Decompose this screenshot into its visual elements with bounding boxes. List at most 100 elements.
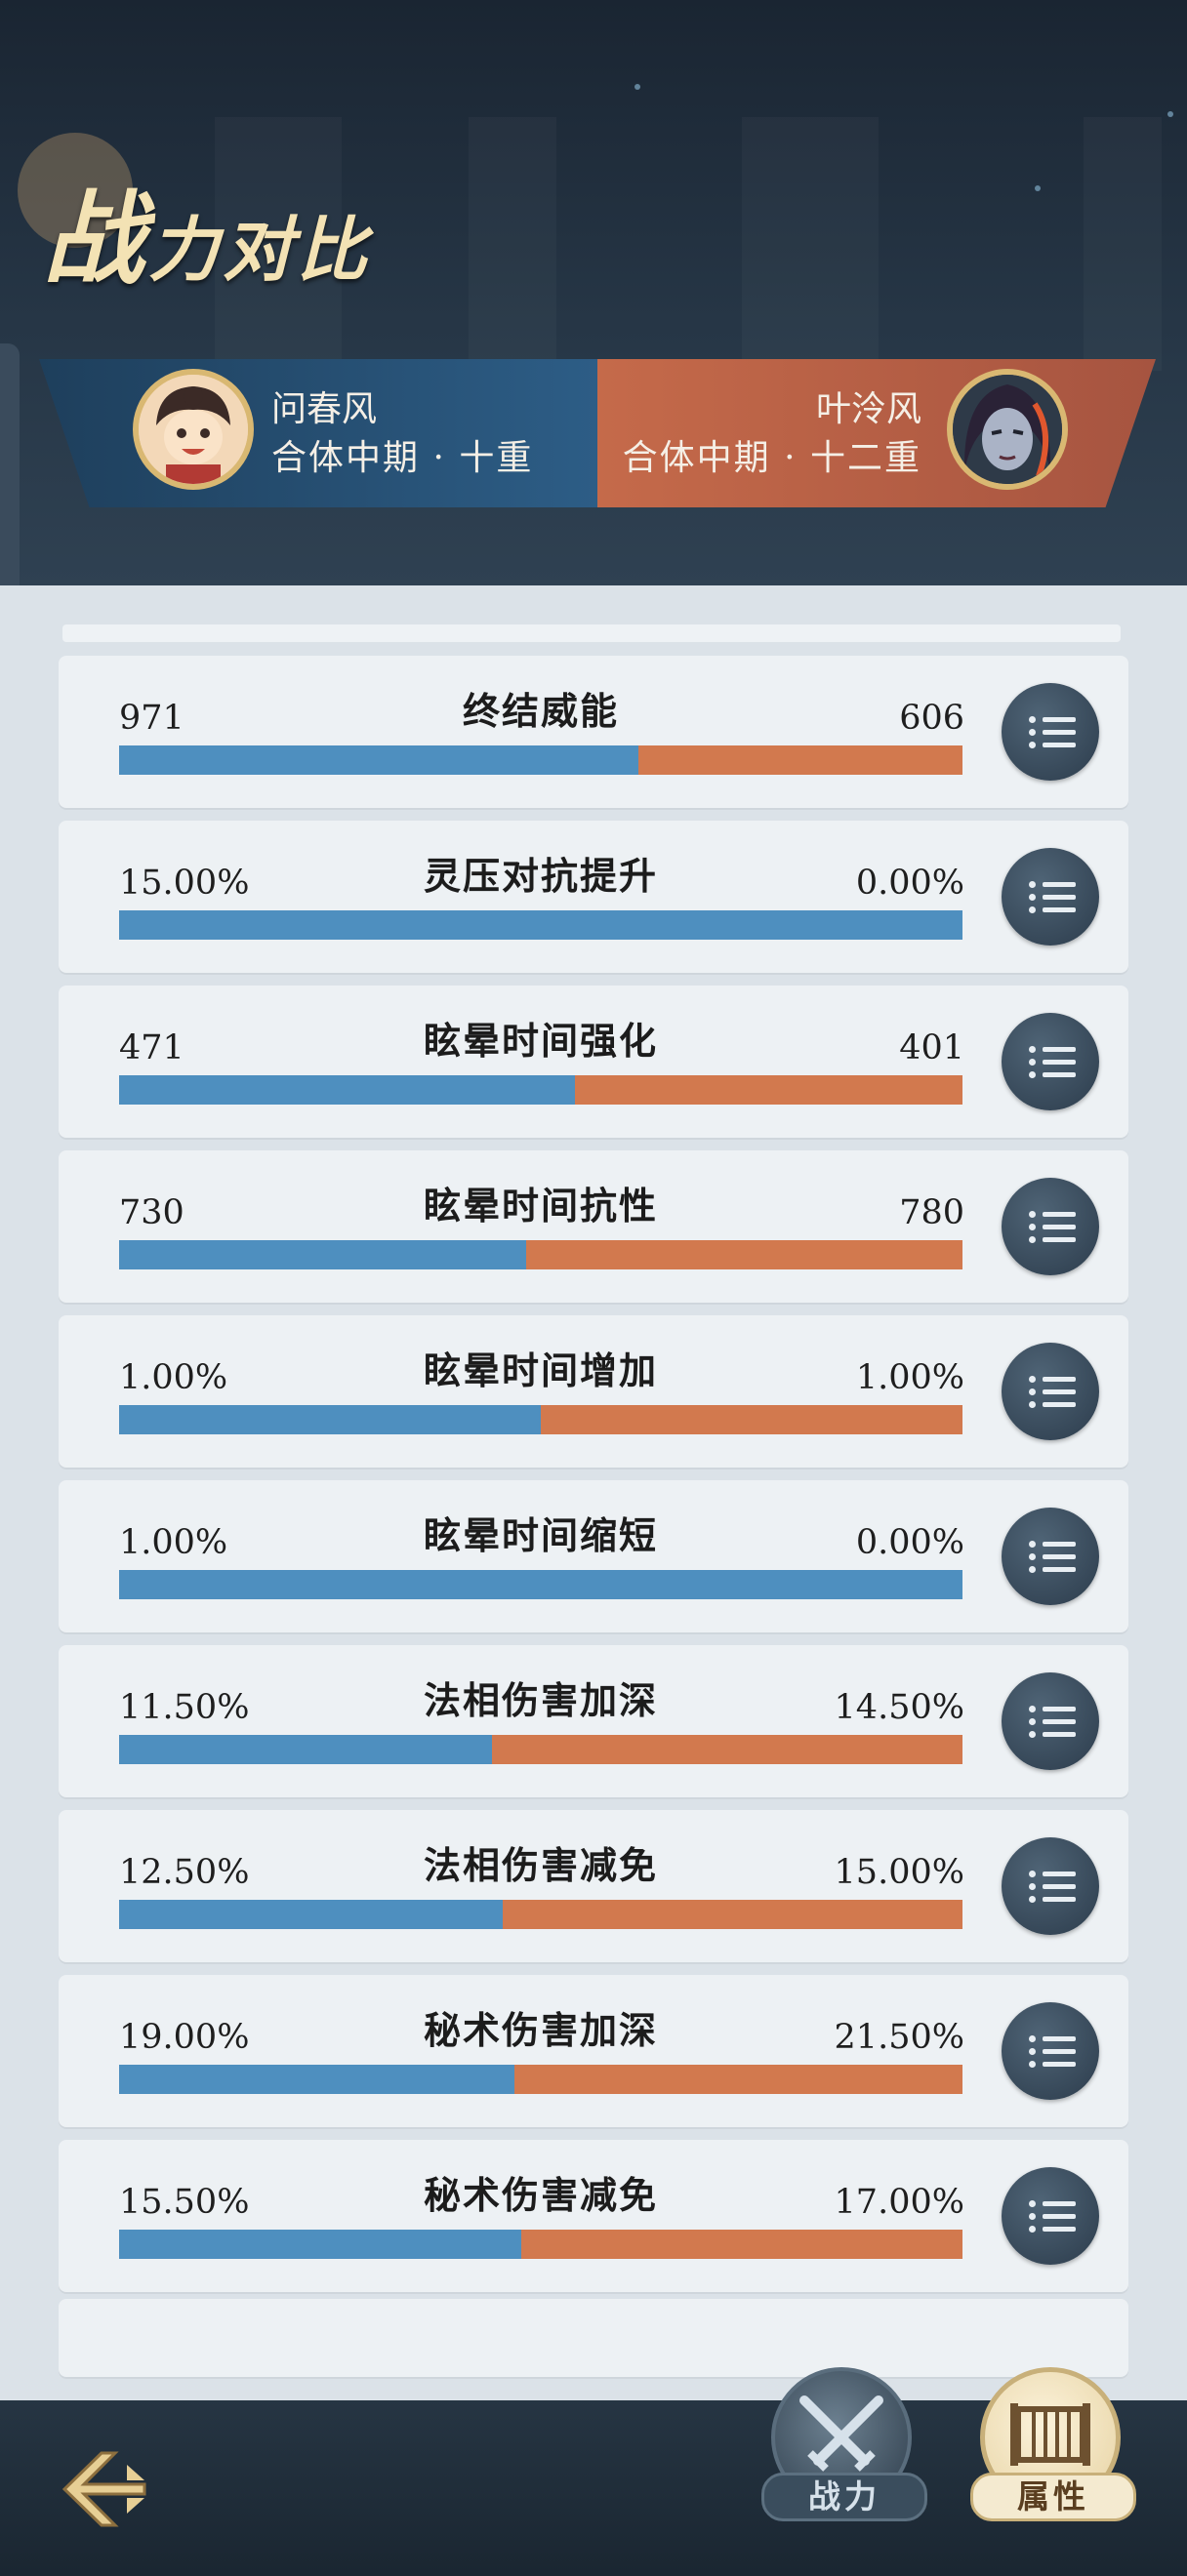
detail-list-button[interactable] — [1002, 1672, 1099, 1770]
list-icon-line — [1043, 1707, 1076, 1711]
left-share-fill — [119, 1735, 492, 1764]
detail-list-button[interactable] — [1002, 1837, 1099, 1935]
background-decor — [1084, 117, 1162, 371]
detail-list-button[interactable] — [1002, 2002, 1099, 2100]
list-icon-line — [1043, 1542, 1076, 1547]
stat-label: 秘术伤害加深 — [423, 2008, 658, 2052]
comparison-bar — [119, 2230, 962, 2259]
title-rest: 力对比 — [148, 208, 372, 291]
right-value: 15.00% — [834, 1853, 964, 1892]
left-value: 15.50% — [119, 2183, 250, 2222]
left-value: 1.00% — [119, 1523, 228, 1562]
list-icon-line — [1043, 2062, 1076, 2067]
detail-list-button[interactable] — [1002, 1343, 1099, 1440]
list-icon-line — [1043, 1060, 1076, 1065]
list-icon-line — [1043, 1567, 1076, 1572]
list-icon-dot — [1029, 2226, 1036, 2233]
list-icon-dot — [1029, 2213, 1036, 2220]
right-value: 0.00% — [855, 1523, 964, 1562]
detail-list-button[interactable] — [1002, 683, 1099, 781]
detail-list-button[interactable] — [1002, 848, 1099, 946]
stat-label: 眩晕时间缩短 — [423, 1513, 658, 1557]
stat-label: 终结威能 — [462, 689, 619, 733]
list-icon — [1029, 881, 1036, 888]
right-value: 401 — [899, 1028, 964, 1067]
list-icon-line — [1043, 1897, 1076, 1902]
comparison-bar — [119, 2065, 962, 2094]
left-share-fill — [119, 1075, 575, 1105]
list-icon-line — [1043, 1389, 1076, 1394]
attribute-tab-label[interactable]: 属性 — [970, 2473, 1136, 2521]
background-decor — [742, 117, 879, 371]
comparison-bar — [119, 1735, 962, 1764]
list-icon-dot — [1029, 1236, 1036, 1243]
comparison-row: 15.50% 秘术伤害减免 17.00% — [59, 2140, 1128, 2292]
list-icon-dot — [1029, 1071, 1036, 1078]
comparison-bar — [119, 1570, 962, 1599]
list-icon-line — [1043, 1047, 1076, 1052]
list-icon-dot — [1029, 1718, 1036, 1725]
comparison-row: 11.50% 法相伤害加深 14.50% — [59, 1645, 1128, 1797]
left-value: 19.00% — [119, 2018, 250, 2057]
list-icon — [1029, 1211, 1036, 1218]
back-button[interactable] — [51, 2435, 158, 2543]
background-decor — [469, 117, 556, 371]
list-icon-line — [1043, 1377, 1076, 1382]
detail-list-button[interactable] — [1002, 1508, 1099, 1605]
stat-label: 眩晕时间抗性 — [423, 1184, 658, 1228]
power-tab-label[interactable]: 战力 — [761, 2473, 927, 2521]
list-icon-dot — [1029, 1059, 1036, 1066]
left-share-fill — [119, 1405, 541, 1434]
right-avatar-face-icon — [953, 375, 1062, 484]
comparison-bar — [119, 1900, 962, 1929]
detail-list-button[interactable] — [1002, 2167, 1099, 2265]
right-value: 606 — [899, 699, 964, 738]
page-title: 战力对比 — [43, 156, 371, 303]
stat-label: 眩晕时间强化 — [423, 1019, 658, 1063]
list-icon-line — [1043, 1719, 1076, 1724]
stat-label: 灵压对抗提升 — [423, 854, 658, 898]
comparison-row: 1.00% 眩晕时间缩短 0.00% — [59, 1480, 1128, 1632]
right-value: 1.00% — [855, 1358, 964, 1397]
left-player-avatar[interactable] — [133, 369, 254, 490]
detail-list-button[interactable] — [1002, 1178, 1099, 1275]
comparison-bar — [119, 1240, 962, 1269]
left-value: 1.00% — [119, 1358, 228, 1397]
star-decor — [1167, 111, 1173, 117]
comparison-row: 1.00% 眩晕时间增加 1.00% — [59, 1315, 1128, 1468]
list-icon-line — [1043, 895, 1076, 900]
left-share-fill — [119, 2230, 522, 2259]
star-decor — [634, 84, 640, 90]
list-icon-dot — [1029, 1389, 1036, 1395]
list-icon-line — [1043, 1072, 1076, 1077]
list-icon-dot — [1029, 1731, 1036, 1738]
back-arrow-icon — [61, 2451, 146, 2527]
comparison-row: 12.50% 法相伤害减免 15.00% — [59, 1810, 1128, 1962]
list-icon-dot — [1029, 1566, 1036, 1573]
list-icon — [1029, 716, 1036, 723]
left-value: 15.00% — [119, 864, 250, 903]
left-share-fill — [119, 1240, 527, 1269]
stat-label: 秘术伤害减免 — [423, 2173, 658, 2217]
right-player-avatar[interactable] — [947, 369, 1068, 490]
list-icon-line — [1043, 743, 1076, 747]
list-icon — [1029, 1871, 1036, 1877]
right-value: 0.00% — [855, 864, 964, 903]
list-icon — [1029, 1376, 1036, 1383]
list-icon-line — [1043, 1872, 1076, 1876]
list-icon-line — [1043, 1237, 1076, 1242]
right-player-rank: 合体中期 · 十二重 — [622, 438, 921, 478]
left-share-fill — [119, 910, 962, 940]
list-icon — [1029, 2200, 1036, 2207]
list-icon-line — [1043, 882, 1076, 887]
list-item-partial — [59, 2299, 1128, 2377]
list-icon-dot — [1029, 1896, 1036, 1903]
left-share-fill — [119, 1900, 504, 1929]
list-top-edge — [62, 624, 1121, 642]
list-icon-line — [1043, 1884, 1076, 1889]
detail-list-button[interactable] — [1002, 1013, 1099, 1110]
comparison-bar — [119, 1075, 962, 1105]
stat-label: 法相伤害加深 — [423, 1678, 658, 1722]
list-icon-dot — [1029, 729, 1036, 736]
left-value: 12.50% — [119, 1853, 250, 1892]
